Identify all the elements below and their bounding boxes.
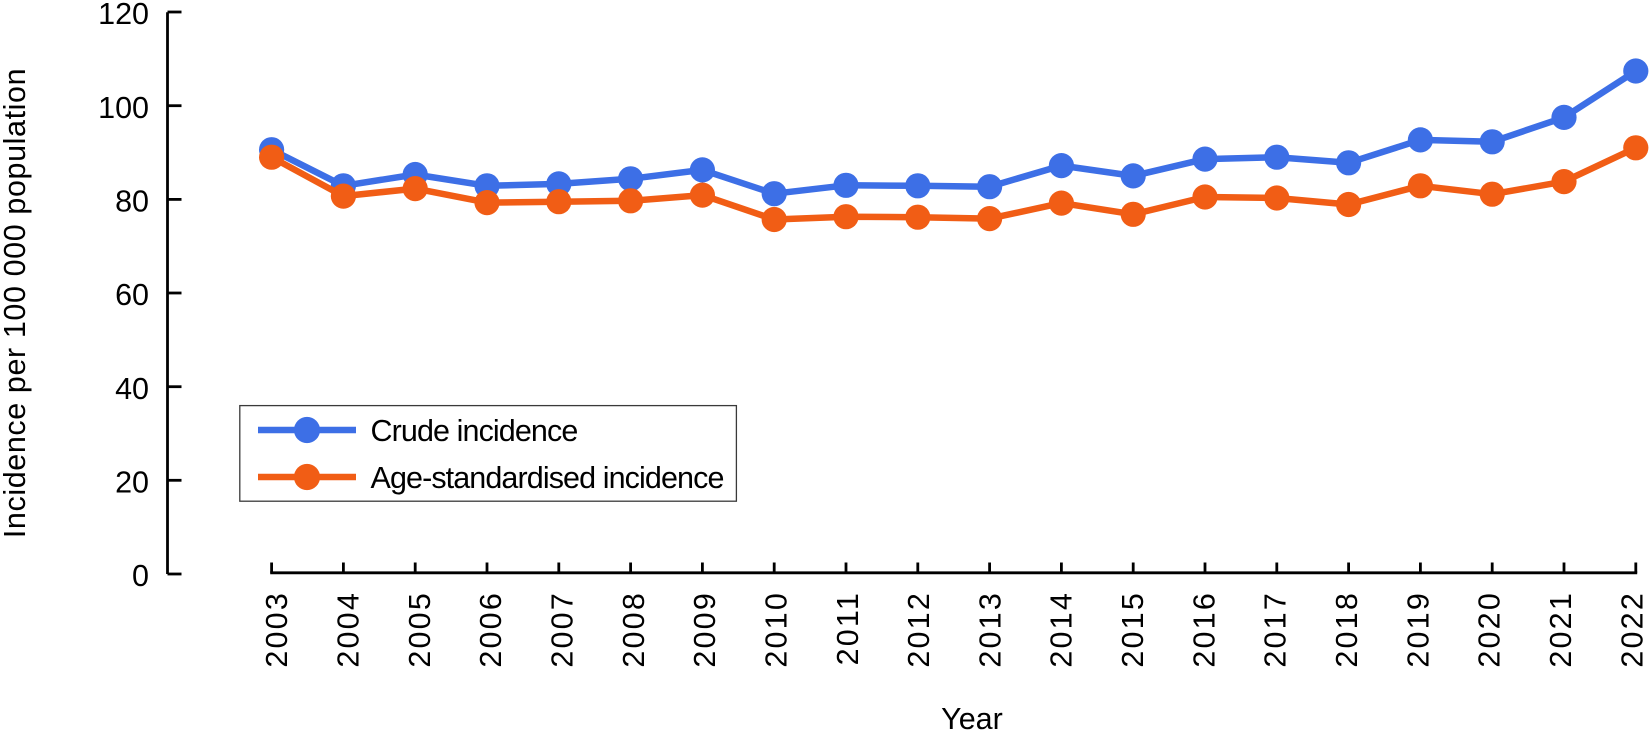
- svg-text:100: 100: [98, 91, 149, 125]
- svg-text:0: 0: [132, 559, 149, 593]
- svg-text:2012: 2012: [902, 591, 936, 668]
- svg-text:20: 20: [115, 466, 149, 500]
- svg-text:Crude incidence: Crude incidence: [371, 414, 578, 448]
- svg-text:Incidence per 100 000 populati: Incidence per 100 000 population: [0, 68, 32, 538]
- svg-text:2010: 2010: [759, 591, 793, 668]
- svg-text:2003: 2003: [260, 591, 294, 668]
- svg-text:2005: 2005: [403, 591, 437, 668]
- svg-text:60: 60: [115, 278, 149, 312]
- svg-text:2022: 2022: [1615, 591, 1649, 668]
- svg-text:2020: 2020: [1473, 591, 1507, 668]
- svg-text:2013: 2013: [973, 591, 1007, 668]
- svg-text:2019: 2019: [1401, 591, 1435, 668]
- svg-text:2004: 2004: [331, 591, 365, 668]
- svg-text:2021: 2021: [1544, 591, 1578, 668]
- svg-text:Age-standardised incidence: Age-standardised incidence: [371, 461, 724, 495]
- svg-text:2006: 2006: [474, 591, 508, 668]
- svg-text:2015: 2015: [1116, 591, 1150, 668]
- svg-text:2008: 2008: [617, 591, 651, 668]
- svg-text:2017: 2017: [1259, 591, 1293, 668]
- svg-text:80: 80: [115, 185, 149, 219]
- svg-text:120: 120: [98, 0, 149, 31]
- svg-text:2014: 2014: [1045, 591, 1079, 668]
- svg-text:2016: 2016: [1187, 591, 1221, 668]
- svg-text:2011: 2011: [831, 591, 865, 665]
- svg-text:2007: 2007: [545, 591, 579, 668]
- svg-text:40: 40: [115, 372, 149, 406]
- svg-text:2018: 2018: [1330, 591, 1364, 668]
- svg-text:2009: 2009: [688, 591, 722, 668]
- svg-text:Year: Year: [941, 702, 1003, 735]
